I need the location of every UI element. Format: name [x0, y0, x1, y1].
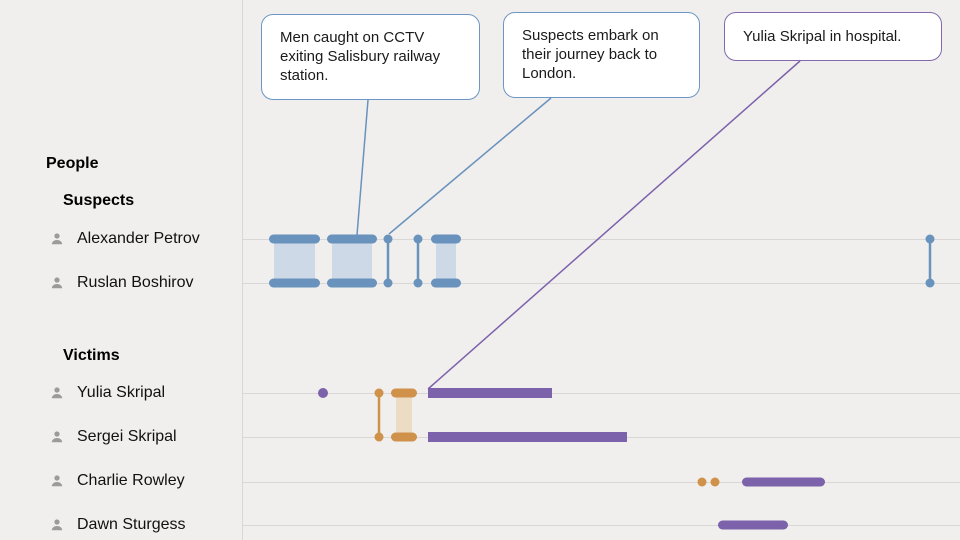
- person-icon: [51, 233, 63, 245]
- event-dot[interactable]: [318, 388, 328, 398]
- person-row-alexander-petrov: Alexander Petrov: [50, 227, 200, 251]
- person-icon: [51, 431, 63, 443]
- person-name: Ruslan Boshirov: [77, 274, 194, 291]
- annotation-connector-2: [427, 60, 801, 390]
- event-span-capsule[interactable]: [718, 520, 788, 530]
- annotation-connector-1: [388, 97, 552, 235]
- event-span-bar[interactable]: [428, 388, 552, 398]
- annotation-text: Men caught on CCTV exiting Salisbury rai…: [280, 29, 441, 84]
- event-dot[interactable]: [697, 477, 707, 487]
- event-span-bar[interactable]: [428, 432, 627, 442]
- event-link-dot-bottom[interactable]: [374, 432, 384, 442]
- person-row-yulia-skripal: Yulia Skripal: [50, 381, 165, 405]
- event-band-bottom[interactable]: [269, 278, 320, 288]
- event-band-bottom[interactable]: [327, 278, 377, 288]
- event-link-dot-bottom[interactable]: [383, 278, 393, 288]
- event-band-top[interactable]: [431, 234, 461, 244]
- event-link-dot-top[interactable]: [374, 388, 384, 398]
- event-dot[interactable]: [710, 477, 720, 487]
- person-row-dawn-sturgess: Dawn Sturgess: [50, 513, 186, 537]
- event-band-top[interactable]: [327, 234, 377, 244]
- person-icon: [51, 475, 63, 487]
- event-band-fill[interactable]: [274, 241, 315, 281]
- event-link-dot-top[interactable]: [383, 234, 393, 244]
- person-icon: [51, 387, 63, 399]
- people-panel-title: People: [46, 155, 99, 172]
- event-link-dot-top[interactable]: [413, 234, 423, 244]
- event-link-dot-top[interactable]: [925, 234, 935, 244]
- annotation-connector-0: [356, 99, 369, 236]
- person-icon: [51, 277, 63, 289]
- person-icon: [51, 519, 63, 531]
- person-name: Alexander Petrov: [77, 230, 200, 247]
- group-label-suspects: Suspects: [63, 192, 135, 209]
- event-band-bottom[interactable]: [391, 432, 417, 442]
- annotation-callout-hospital: Yulia Skripal in hospital.: [724, 12, 942, 61]
- person-name: Sergei Skripal: [77, 428, 177, 445]
- event-band-fill[interactable]: [332, 241, 372, 281]
- event-band-top[interactable]: [269, 234, 320, 244]
- event-band-fill[interactable]: [436, 241, 456, 281]
- annotation-callout-journey: Suspects embark on their journey back to…: [503, 12, 700, 98]
- annotation-text: Suspects embark on their journey back to…: [522, 27, 659, 82]
- event-link-dot-bottom[interactable]: [925, 278, 935, 288]
- person-row-charlie-rowley: Charlie Rowley: [50, 469, 185, 493]
- event-band-bottom[interactable]: [431, 278, 461, 288]
- event-band-top[interactable]: [391, 388, 417, 398]
- person-name: Dawn Sturgess: [77, 516, 186, 533]
- annotation-text: Yulia Skripal in hospital.: [743, 28, 902, 45]
- event-span-capsule[interactable]: [742, 477, 825, 487]
- person-row-sergei-skripal: Sergei Skripal: [50, 425, 177, 449]
- annotation-callout-cctv: Men caught on CCTV exiting Salisbury rai…: [261, 14, 480, 100]
- person-name: Charlie Rowley: [77, 472, 185, 489]
- event-band-fill[interactable]: [396, 395, 412, 435]
- event-link-dot-bottom[interactable]: [413, 278, 423, 288]
- person-row-ruslan-boshirov: Ruslan Boshirov: [50, 271, 194, 295]
- group-label-victims: Victims: [63, 347, 120, 364]
- person-name: Yulia Skripal: [77, 384, 166, 401]
